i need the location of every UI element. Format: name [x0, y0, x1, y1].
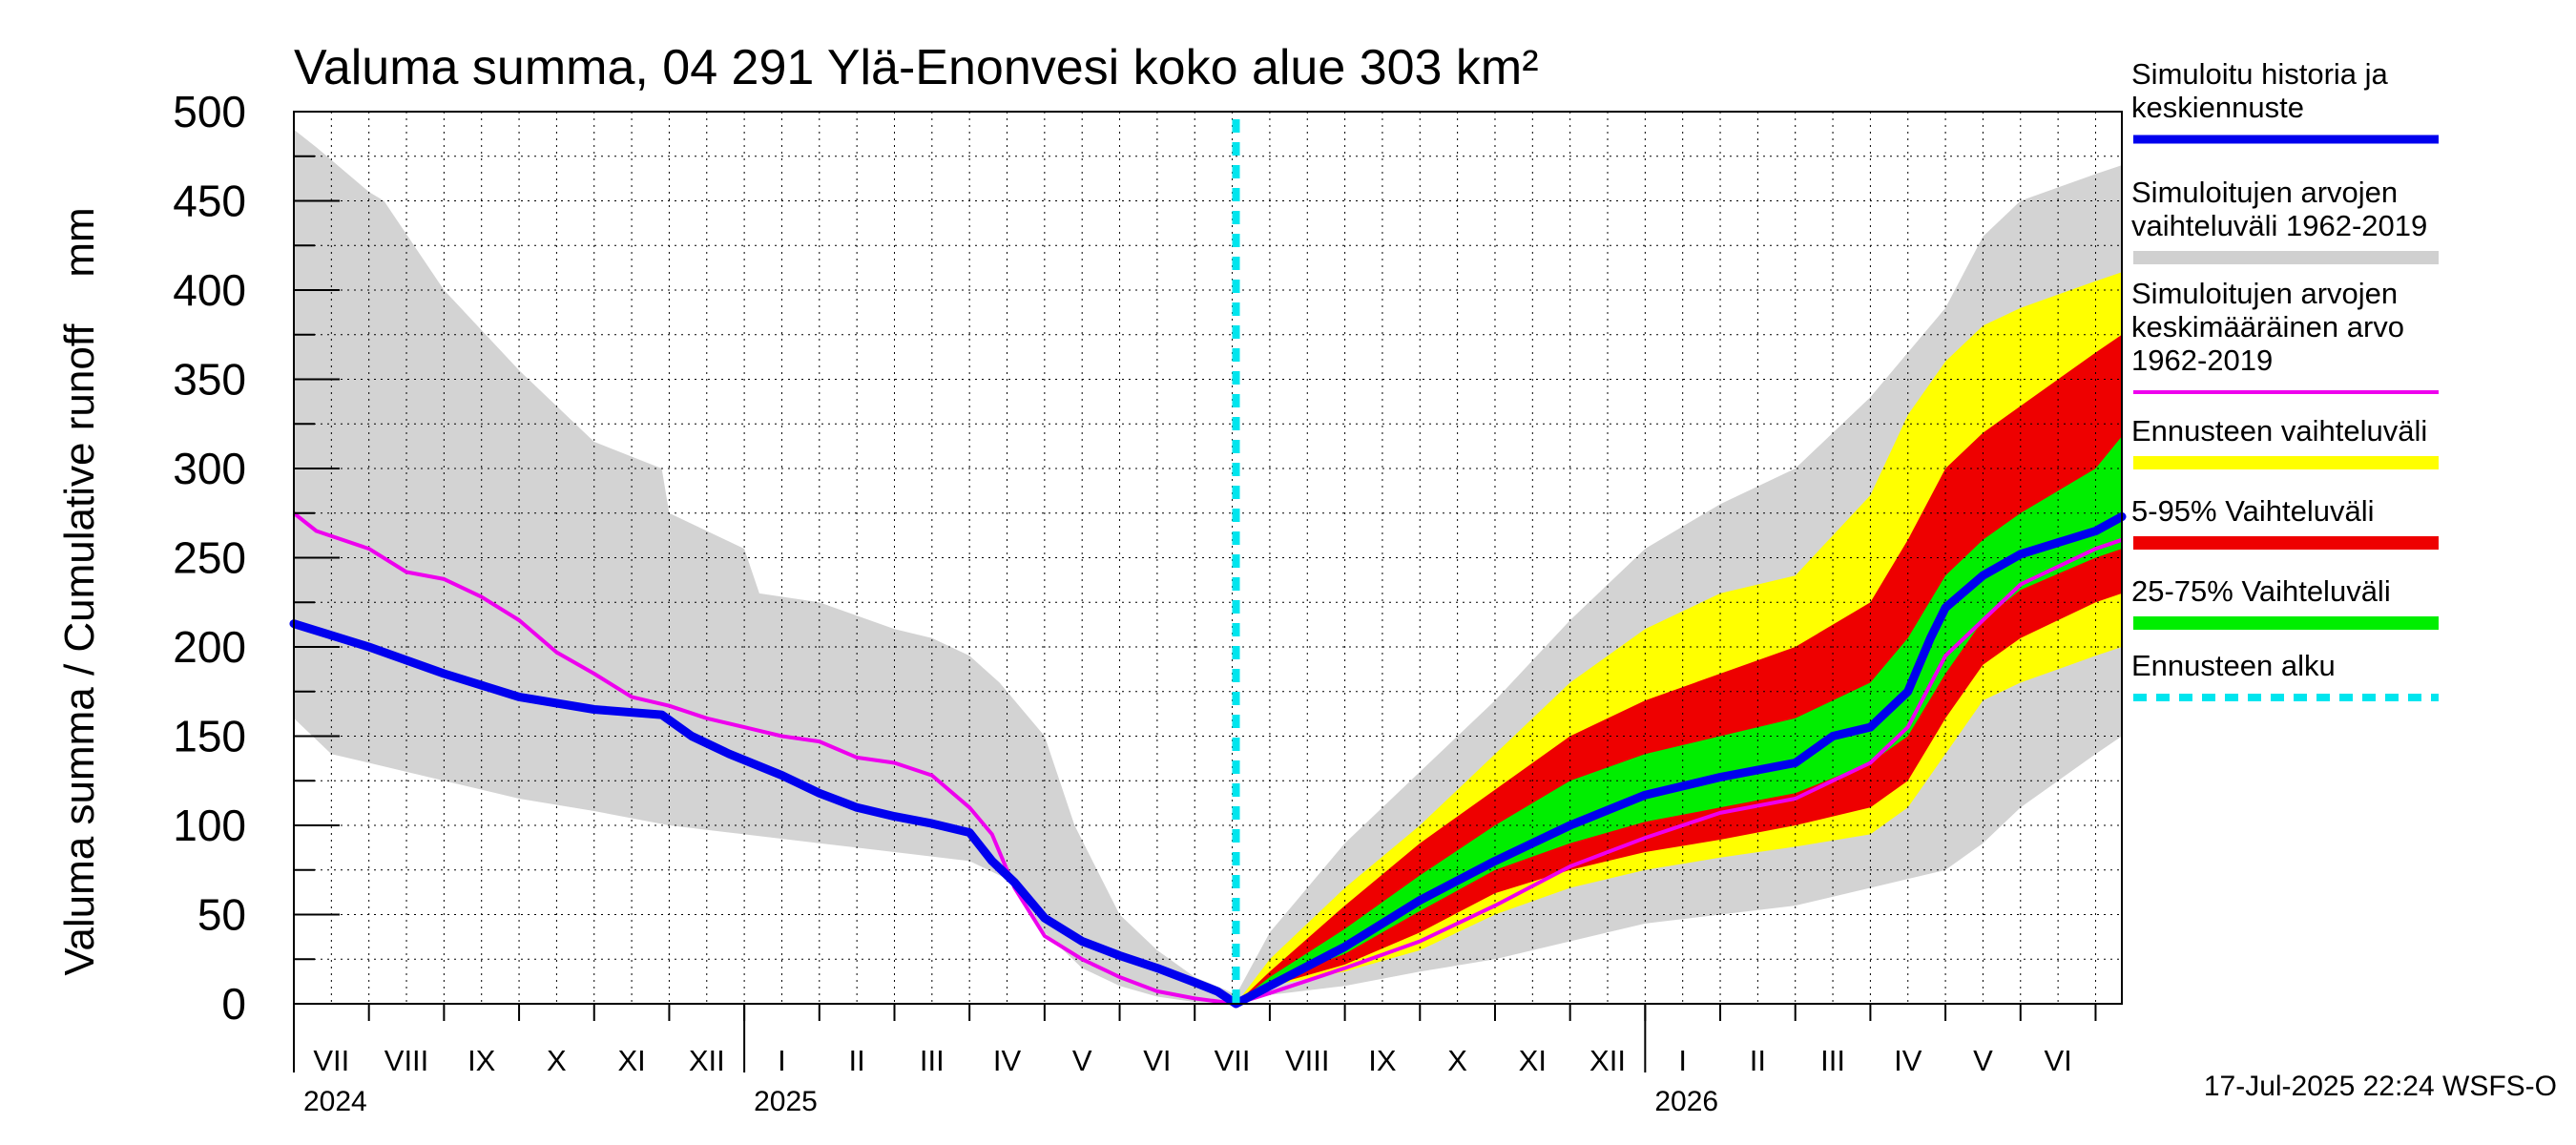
month-label: X — [1447, 1044, 1467, 1077]
main-forecast-line — [289, 512, 2127, 1009]
y-tick-label: 500 — [173, 87, 246, 136]
legend-label: 5-95% Vaihteluväli — [2131, 494, 2374, 528]
month-label: VII — [313, 1044, 349, 1077]
month-label: III — [1820, 1044, 1845, 1077]
chart-title: Valuma summa, 04 291 Ylä-Enonvesi koko a… — [294, 40, 1539, 95]
y-tick-label: 350 — [173, 355, 246, 405]
plot-area-fills — [294, 129, 2122, 1005]
month-label: VIII — [384, 1044, 429, 1077]
legend-label: 1962-2019 — [2131, 344, 2273, 377]
month-label: XI — [1519, 1044, 1547, 1077]
year-label: 2024 — [303, 1086, 367, 1117]
month-label: III — [920, 1044, 945, 1077]
y-tick-label: 50 — [197, 890, 246, 940]
month-label: IV — [993, 1044, 1022, 1077]
y-tick-label: 100 — [173, 801, 246, 850]
month-label: II — [1750, 1044, 1766, 1077]
band-25-75 — [1236, 436, 2122, 1004]
month-label: II — [849, 1044, 865, 1077]
legend-label: Simuloitu historia ja — [2131, 57, 2389, 91]
legend-label: Simuloitujen arvojen — [2131, 176, 2398, 209]
month-label: VI — [2044, 1044, 2071, 1077]
y-tick-label: 400 — [173, 265, 246, 315]
legend-label: Simuloitujen arvojen — [2131, 277, 2398, 310]
month-label: IX — [467, 1044, 496, 1077]
y-tick-label: 300 — [173, 444, 246, 493]
legend-label: keskiennuste — [2131, 91, 2304, 124]
month-label: VII — [1215, 1044, 1251, 1077]
y-tick-label: 450 — [173, 177, 246, 226]
month-label: VIII — [1285, 1044, 1330, 1077]
month-label: XI — [617, 1044, 645, 1077]
legend-label: Ennusteen alku — [2131, 649, 2336, 682]
legend-label: vaihteluväli 1962-2019 — [2131, 209, 2427, 242]
y-tick-label: 200 — [173, 622, 246, 672]
month-label: XII — [689, 1044, 725, 1077]
y-tick-label: 0 — [221, 979, 246, 1029]
month-label: IV — [1894, 1044, 1922, 1077]
y-tick-label: 150 — [173, 712, 246, 761]
month-label: X — [547, 1044, 567, 1077]
year-label: 2025 — [754, 1086, 818, 1117]
legend-label: 25-75% Vaihteluväli — [2131, 574, 2391, 608]
legend-label: Ennusteen vaihteluväli — [2131, 414, 2427, 448]
month-label: XII — [1589, 1044, 1626, 1077]
month-label: I — [1678, 1044, 1687, 1077]
month-label: IX — [1368, 1044, 1397, 1077]
mean-line — [292, 511, 2123, 1006]
plot-lines — [289, 119, 2127, 1009]
y-axis: 0 50 100 150 200 250 300 350 400 450 500 — [173, 87, 340, 1029]
y-axis-label: Valuma summa / Cumulative runoff mm — [56, 207, 103, 975]
month-label: I — [778, 1044, 786, 1077]
band-5-95 — [1236, 334, 2122, 1004]
month-label: V — [1973, 1044, 1993, 1077]
y-tick-label: 250 — [173, 533, 246, 583]
month-label: VI — [1143, 1044, 1171, 1077]
month-label: V — [1072, 1044, 1092, 1077]
historical-range-band — [294, 129, 1236, 1004]
timestamp: 17-Jul-2025 22:24 WSFS-O — [2204, 1071, 2557, 1102]
year-label: 2026 — [1654, 1086, 1718, 1117]
legend-label: keskimääräinen arvo — [2131, 310, 2404, 344]
